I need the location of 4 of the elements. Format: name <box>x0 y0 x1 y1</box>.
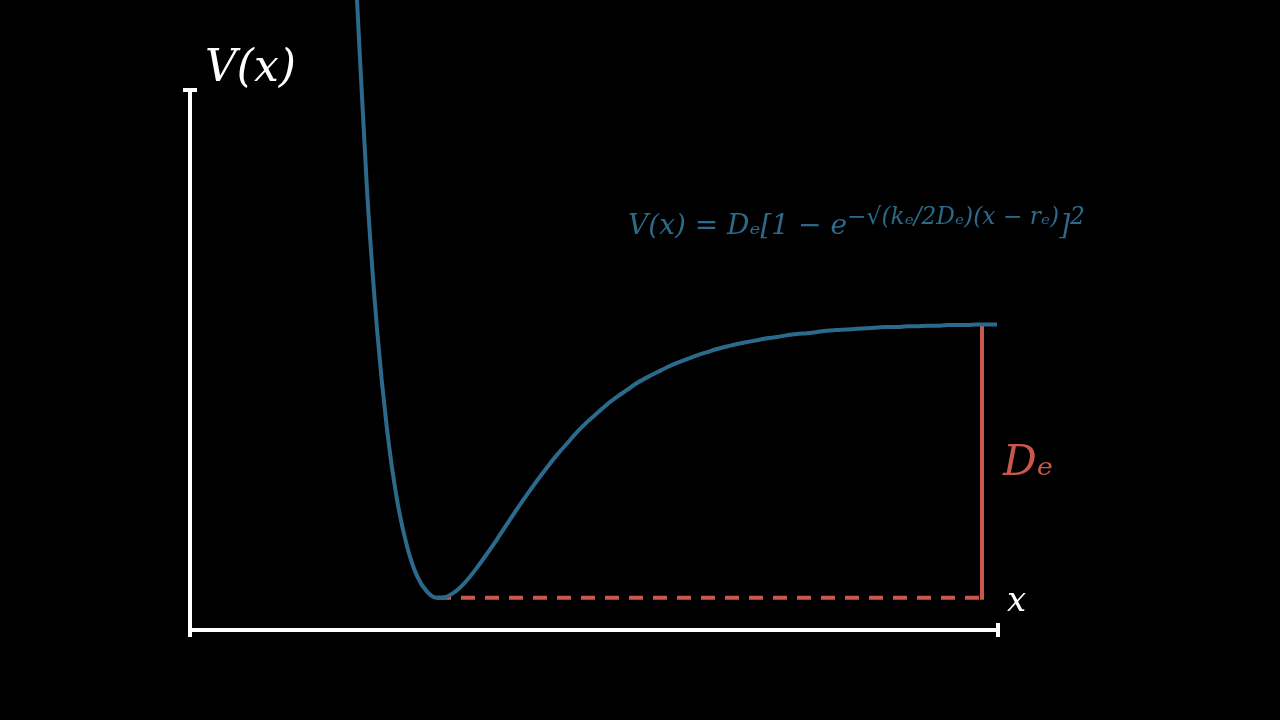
annotation: V(x) = Dₑ[1 − e$^{−√(kₑ/2Dₑ)(x − rₑ)}$]$^{2}$ <box>628 202 1085 242</box>
text: Dₑ <box>1003 436 1053 485</box>
x-axis-title: x <box>1007 579 1027 619</box>
y-axis-title: V(x) <box>205 40 296 91</box>
